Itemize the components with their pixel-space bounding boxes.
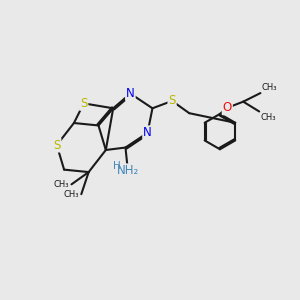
Text: CH₃: CH₃ [63,190,79,199]
Text: N: N [143,126,152,139]
Text: CH₃: CH₃ [260,113,276,122]
Text: S: S [168,94,176,107]
Text: N: N [126,87,135,100]
Text: CH₃: CH₃ [53,180,69,189]
Text: O: O [223,101,232,114]
Text: H: H [113,161,121,171]
Text: S: S [80,97,87,110]
Text: NH₂: NH₂ [117,164,139,177]
Text: S: S [53,139,60,152]
Text: CH₃: CH₃ [262,83,277,92]
